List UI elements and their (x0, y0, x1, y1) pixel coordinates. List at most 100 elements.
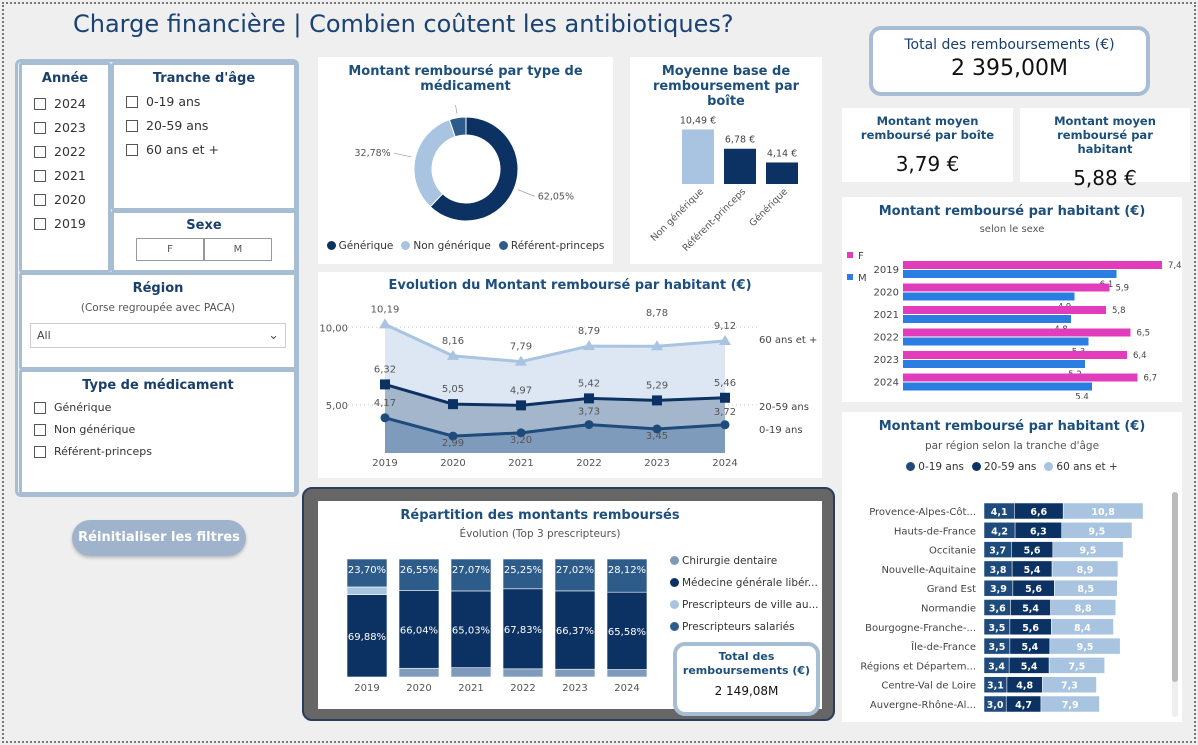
prescriber-total-value: 2 149,08M (714, 684, 779, 698)
sex-option-f[interactable]: F (136, 238, 204, 261)
checkbox[interactable] (34, 193, 46, 206)
age-option[interactable]: 20-59 ans (126, 118, 294, 133)
segment-label: 3,0 (987, 700, 1004, 711)
legend-item: Prescripteurs salariés (670, 621, 819, 633)
region-chart-title: Montant remboursé par habitant (€) (878, 419, 1146, 434)
legend-label: Chirurgie dentaire (682, 555, 778, 567)
option-label: 60 ans et + (146, 142, 219, 157)
sex-filter-label: Sexe (186, 218, 222, 233)
stack-segment (606, 669, 648, 678)
year-option[interactable]: 2022 (34, 144, 108, 159)
segment-label: 3,5 (989, 642, 1006, 653)
point-marker (719, 334, 731, 345)
legend-label: Générique (338, 240, 394, 252)
legend-marker (847, 274, 853, 280)
legend-item: 60 ans et + (1044, 461, 1118, 473)
segment-label: 9,5 (1080, 546, 1097, 557)
data-label: 7,79 (510, 342, 532, 353)
legend-label: 60 ans et + (1056, 461, 1118, 473)
donut-leader (393, 152, 412, 158)
data-label: 2,99 (442, 438, 464, 449)
legend-item: Médecine générale libér... (670, 577, 819, 589)
total-reimbursement-kpi: Total des remboursements (€) 2 395,00M (869, 26, 1150, 96)
bar-segment (1061, 522, 1133, 539)
checkbox[interactable] (34, 217, 46, 230)
bar (724, 148, 756, 184)
region-label: Régions et Départem... (860, 660, 976, 672)
sex-option-m[interactable]: M (204, 238, 272, 261)
region-scrollbar-thumb[interactable] (1172, 492, 1178, 682)
bar-segment (1040, 695, 1100, 713)
segment-label: 5,4 (1021, 661, 1038, 672)
point-marker (651, 340, 663, 351)
segment-label: 7,3 (1061, 681, 1078, 692)
age-option[interactable]: 60 ans et + (126, 142, 294, 157)
avg-per-inhabitant-value: 5,88 € (1073, 166, 1137, 190)
checkbox[interactable] (34, 423, 46, 436)
legend-dot (972, 462, 981, 471)
checkbox[interactable] (34, 445, 46, 458)
data-label: 8,79 (578, 326, 600, 337)
checkbox[interactable] (34, 121, 46, 134)
bar-segment (1052, 541, 1124, 558)
legend-dot (670, 578, 679, 587)
segment-label: 8,8 (1075, 604, 1092, 615)
bar (903, 360, 1085, 368)
point-marker (720, 392, 730, 403)
total-reimbursement-label: Total des remboursements (€) (904, 37, 1115, 53)
series-label: 0-19 ans (759, 425, 803, 436)
point-marker (652, 424, 662, 434)
option-label: Non générique (54, 423, 136, 436)
region-dropdown-value: All (37, 329, 51, 342)
page-title: Charge financière | Combien coûtent les … (73, 10, 734, 38)
year-option[interactable]: 2023 (34, 120, 108, 135)
year-option[interactable]: 2020 (34, 192, 108, 207)
segment-label: 3,9 (990, 584, 1007, 595)
drug-type-option[interactable]: Non générique (34, 423, 294, 436)
segment-label: 67,83% (504, 625, 542, 636)
legend-dot (670, 556, 679, 565)
donut-label: 62,05% (538, 191, 574, 202)
bar-segment (1054, 579, 1118, 597)
sex-chart-title: Montant remboursé par habitant (€) (878, 204, 1146, 219)
segment-label: 3,8 (990, 565, 1007, 576)
option-label: 20-59 ans (146, 118, 209, 133)
avg-box-title: Moyenne base de remboursement par boîte (652, 64, 800, 109)
region-scrollbar[interactable] (1172, 492, 1178, 717)
age-option[interactable]: 0-19 ans (126, 94, 294, 109)
data-label: 4,17 (374, 398, 396, 409)
option-label: 2022 (54, 144, 86, 159)
bar (903, 373, 1138, 382)
checkbox[interactable] (34, 169, 46, 182)
year-option[interactable]: 2024 (34, 96, 108, 111)
checkbox[interactable] (34, 97, 46, 110)
legend-label: Prescripteurs salariés (682, 621, 795, 633)
segment-label: 3,4 (988, 661, 1005, 672)
segment-label: 23,70% (348, 565, 386, 576)
checkbox[interactable] (34, 145, 46, 158)
region-dropdown[interactable]: All ⌄ (30, 323, 286, 348)
checkbox[interactable] (126, 95, 138, 108)
region-label: Île-de-France (910, 640, 976, 653)
drug-type-option[interactable]: Générique (34, 401, 294, 414)
checkbox[interactable] (34, 401, 46, 414)
stack-segment (502, 558, 544, 590)
region-filter-note: (Corse regroupée avec PACA) (80, 302, 236, 314)
year-option[interactable]: 2021 (34, 168, 108, 183)
legend-label: 20-59 ans (984, 461, 1037, 473)
point-marker (448, 399, 458, 410)
legend-dot (670, 600, 679, 609)
y-tick-label: 5,00 (326, 401, 348, 412)
checkbox[interactable] (126, 143, 138, 156)
bar (903, 292, 1075, 301)
region-label: Occitanie (929, 546, 976, 557)
drug-type-option[interactable]: Référent-princeps (34, 445, 294, 458)
segment-label: 5,6 (1025, 584, 1042, 595)
legend-label: Non générique (413, 240, 491, 252)
reset-filters-button[interactable]: Réinitialiser les filtres (72, 520, 246, 556)
point-marker (720, 420, 730, 430)
year-option[interactable]: 2019 (34, 216, 108, 231)
legend-item: Générique (326, 240, 394, 252)
checkbox[interactable] (126, 119, 138, 132)
